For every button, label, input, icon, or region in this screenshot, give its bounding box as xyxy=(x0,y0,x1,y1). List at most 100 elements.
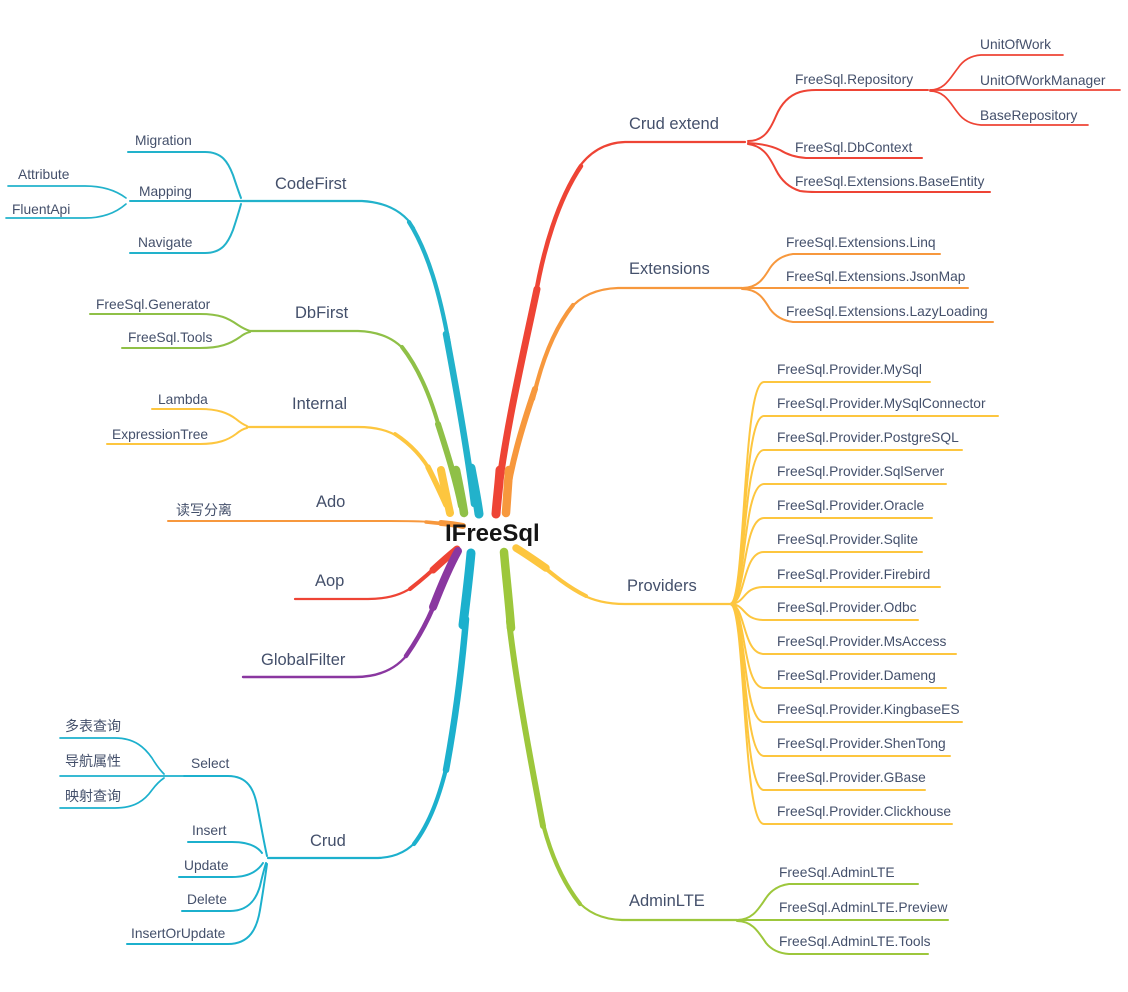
extensions-linq-label[interactable]: FreeSql.Extensions.Linq xyxy=(786,235,936,250)
provider-firebird-label[interactable]: FreeSql.Provider.Firebird xyxy=(777,567,930,582)
expressiontree-line xyxy=(106,427,248,445)
navigate-line xyxy=(129,203,242,254)
freesql-baseentity-label[interactable]: FreeSql.Extensions.BaseEntity xyxy=(795,174,985,189)
extensions-label[interactable]: Extensions xyxy=(629,260,710,278)
freesql-repository-label[interactable]: FreeSql.Repository xyxy=(795,72,913,87)
aop-label[interactable]: Aop xyxy=(315,572,344,590)
lambda-label[interactable]: Lambda xyxy=(158,392,208,407)
mapping-label[interactable]: Mapping xyxy=(139,184,192,199)
provider-dameng-label[interactable]: FreeSql.Provider.Dameng xyxy=(777,668,936,683)
provider-mysql-label[interactable]: FreeSql.Provider.MySql xyxy=(777,362,922,377)
dbfirst-branch-line xyxy=(248,329,408,354)
adminlte-tools-label[interactable]: FreeSql.AdminLTE.Tools xyxy=(779,934,931,949)
insert-label[interactable]: Insert xyxy=(192,823,227,838)
provider-odbc-label[interactable]: FreeSql.Provider.Odbc xyxy=(777,600,917,615)
extensions-lazyloading-line xyxy=(741,288,994,323)
crud-root-stub xyxy=(458,548,476,630)
insertorupdate-label[interactable]: InsertOrUpdate xyxy=(131,926,226,941)
select-label[interactable]: Select xyxy=(191,756,230,771)
provider-shentong-label[interactable]: FreeSql.Provider.ShenTong xyxy=(777,736,946,751)
provider-msaccess-label[interactable]: FreeSql.Provider.MsAccess xyxy=(777,634,947,649)
freesql-adminlte-label[interactable]: FreeSql.AdminLTE xyxy=(779,865,895,880)
branch-globalfilter: GlobalFilter xyxy=(241,547,462,679)
provider-firebird-line xyxy=(729,586,941,605)
lambda-line xyxy=(151,408,248,427)
extensions-lazyloading-label[interactable]: FreeSql.Extensions.LazyLoading xyxy=(786,304,988,319)
dbfirst-label[interactable]: DbFirst xyxy=(295,304,349,322)
navigation-property-label[interactable]: 导航属性 xyxy=(65,753,121,769)
providers-label[interactable]: Providers xyxy=(627,577,697,595)
codefirst-branch-line xyxy=(238,199,416,230)
provider-oracle-line xyxy=(729,517,933,605)
branch-aop: Aop xyxy=(293,545,461,601)
unitofwork-label[interactable]: UnitOfWork xyxy=(980,37,1051,52)
freesql-baseentity-line xyxy=(747,143,991,193)
freesql-adminlte-line xyxy=(736,883,919,921)
adminlte-tools-line xyxy=(736,920,929,955)
crud-branch-line xyxy=(411,758,451,847)
multi-table-query-label[interactable]: 多表查询 xyxy=(65,718,121,734)
provider-sqlite-label[interactable]: FreeSql.Provider.Sqlite xyxy=(777,532,918,547)
freesql-generator-label[interactable]: FreeSql.Generator xyxy=(96,297,211,312)
globalfilter-root-stub xyxy=(429,547,462,611)
freesql-dbcontext-label[interactable]: FreeSql.DbContext xyxy=(795,140,912,155)
migration-label[interactable]: Migration xyxy=(135,133,192,148)
adminlte-preview-label[interactable]: FreeSql.AdminLTE.Preview xyxy=(779,900,947,915)
baserepository-label[interactable]: BaseRepository xyxy=(980,108,1077,123)
provider-sqlite-line xyxy=(729,551,923,605)
branch-providers: Providers FreeSql.Provider.MySql FreeSql… xyxy=(512,362,999,825)
insertorupdate-line xyxy=(126,863,268,945)
extensions-branch-line xyxy=(567,286,744,312)
provider-mysqlconnector-label[interactable]: FreeSql.Provider.MySqlConnector xyxy=(777,396,986,411)
adminlte-label[interactable]: AdminLTE xyxy=(629,892,705,910)
delete-line xyxy=(181,862,267,912)
freesql-repository-line xyxy=(747,89,929,142)
ado-branch-line xyxy=(249,520,433,523)
mapping-query-line xyxy=(59,777,165,809)
internal-label[interactable]: Internal xyxy=(292,395,347,413)
provider-sqlserver-label[interactable]: FreeSql.Provider.SqlServer xyxy=(777,464,945,479)
branch-extensions: Extensions FreeSql.Extensions.Linq FreeS… xyxy=(501,235,994,518)
crud-extend-label[interactable]: Crud extend xyxy=(629,115,719,133)
root-node-label[interactable]: IFreeSql xyxy=(445,520,540,547)
extensions-branch-line xyxy=(530,302,576,402)
provider-clickhouse-label[interactable]: FreeSql.Provider.Clickhouse xyxy=(777,804,951,819)
update-label[interactable]: Update xyxy=(184,858,229,873)
aop-branch-line xyxy=(293,583,417,601)
extensions-jsonmap-label[interactable]: FreeSql.Extensions.JsonMap xyxy=(786,269,966,284)
ado-label[interactable]: Ado xyxy=(316,493,345,511)
extensions-root-stub xyxy=(501,465,514,518)
fluentapi-label[interactable]: FluentApi xyxy=(12,202,70,217)
fluentapi-line xyxy=(5,203,127,219)
expressiontree-label[interactable]: ExpressionTree xyxy=(112,427,208,442)
provider-oracle-label[interactable]: FreeSql.Provider.Oracle xyxy=(777,498,925,513)
codefirst-branch-line xyxy=(406,219,452,347)
crud-extend-root-stub xyxy=(491,465,505,519)
insert-line xyxy=(187,841,263,854)
unitofworkmanager-label[interactable]: UnitOfWorkManager xyxy=(980,73,1106,88)
adminlte-root-stub xyxy=(499,547,516,633)
ado-root-stub xyxy=(438,520,466,529)
adminlte-branch-line xyxy=(506,618,546,829)
provider-gbase-label[interactable]: FreeSql.Provider.GBase xyxy=(777,770,926,785)
crud-extend-branch-line xyxy=(575,140,747,172)
codefirst-label[interactable]: CodeFirst xyxy=(275,175,347,193)
attribute-label[interactable]: Attribute xyxy=(18,167,70,182)
extensions-linq-line xyxy=(741,253,941,289)
mapping-query-label[interactable]: 映射查询 xyxy=(65,788,121,804)
multi-table-query-line xyxy=(59,737,165,775)
freesql-tools-label[interactable]: FreeSql.Tools xyxy=(128,330,212,345)
provider-postgresql-label[interactable]: FreeSql.Provider.PostgreSQL xyxy=(777,430,959,445)
navigate-label[interactable]: Navigate xyxy=(138,235,193,250)
unitofwork-line xyxy=(929,54,1064,91)
internal-root-stub xyxy=(437,466,454,517)
freesql-dbcontext-line xyxy=(747,142,923,159)
delete-label[interactable]: Delete xyxy=(187,892,227,907)
crud-label[interactable]: Crud xyxy=(310,832,346,850)
globalfilter-label[interactable]: GlobalFilter xyxy=(261,651,346,669)
read-write-split-label[interactable]: 读写分离 xyxy=(176,502,232,518)
provider-kingbasees-label[interactable]: FreeSql.Provider.KingbaseES xyxy=(777,702,960,717)
provider-clickhouse-line xyxy=(729,603,953,825)
